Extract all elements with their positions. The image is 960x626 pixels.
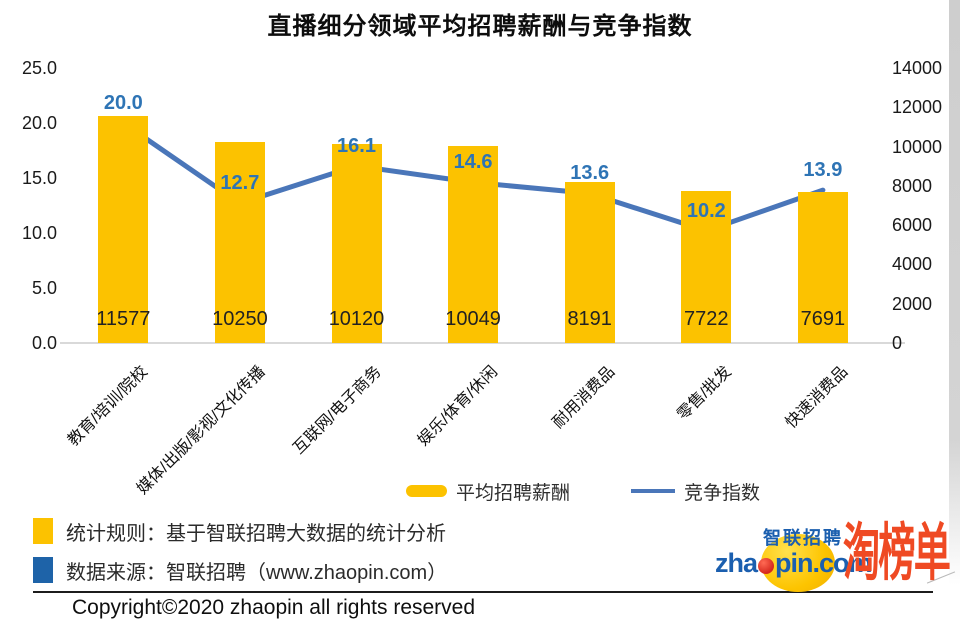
- copyright-text: Copyright©2020 zhaopin all rights reserv…: [72, 596, 476, 619]
- right-axis-tick: 8000: [892, 175, 933, 196]
- zhaopin-red-dot-icon: [758, 557, 775, 574]
- bar: [331, 144, 382, 343]
- taobangdan-logo: 淘榜单: [843, 519, 951, 588]
- bar: [681, 191, 732, 343]
- x-axis-baseline: [60, 342, 905, 344]
- line-value-label: 20.0: [103, 92, 143, 114]
- right-axis-tick: 4000: [892, 254, 933, 275]
- category-label: 互联网/电子商务: [290, 363, 385, 458]
- right-axis-tick: 10000: [892, 136, 943, 157]
- zhaopin-logo-domain: zha pin.com: [715, 548, 873, 579]
- legend: 平均招聘薪酬 竞争指数: [0, 477, 960, 505]
- legend-item-index: 竞争指数: [631, 477, 760, 505]
- legend-line-label: 竞争指数: [684, 482, 761, 504]
- bar: [98, 115, 149, 343]
- line-value-label: 10.2: [686, 199, 726, 222]
- footer-divider: [33, 591, 933, 593]
- bar-value-label: 7722: [684, 308, 729, 330]
- chart-title: 直播细分领域平均招聘薪酬与竞争指数: [267, 13, 693, 40]
- category-label: 快速消费品: [782, 363, 852, 432]
- category-label: 零售/批发: [674, 363, 735, 424]
- line-value-label: 16.1: [337, 134, 376, 157]
- legend-bar-swatch: [406, 485, 447, 497]
- screenshot-edge-shadow: [949, 0, 960, 585]
- right-axis-tick: 14000: [892, 58, 943, 78]
- category-label: 耐用消费品: [549, 363, 618, 432]
- right-axis-tick: 12000: [892, 97, 943, 118]
- bar-value-label: 10120: [328, 308, 385, 330]
- legend-line-swatch: [631, 489, 675, 493]
- bar: [564, 182, 615, 343]
- footnote-blue-swatch: [33, 557, 53, 583]
- left-axis-tick: 5.0: [31, 278, 57, 298]
- bar-value-label: 11577: [96, 308, 151, 330]
- footnote-statistics-text: 统计规则：基于智联招聘大数据的统计分析: [66, 522, 446, 545]
- category-label: 娱乐/体育/休闲: [415, 363, 502, 450]
- right-axis-tick: 0: [892, 333, 903, 353]
- line-value-label: 13.9: [803, 159, 843, 182]
- left-axis-tick: 10.0: [21, 223, 57, 243]
- bar-value-label: 10250: [212, 308, 268, 330]
- right-axis-tick: 2000: [892, 293, 933, 314]
- line-value-label: 14.6: [453, 151, 493, 174]
- legend-bar-label: 平均招聘薪酬: [456, 482, 571, 504]
- bar-value-label: 10049: [445, 308, 501, 330]
- zhaopin-logo-cn-text: 智联招聘: [763, 528, 843, 548]
- bar-value-label: 8191: [567, 308, 612, 330]
- category-label: 教育/培训/院校: [65, 363, 152, 450]
- left-axis-tick: 20.0: [21, 113, 57, 133]
- footnote-yellow-swatch: [33, 518, 53, 544]
- line-value-label: 13.6: [570, 162, 610, 185]
- footnote-source: 数据来源：智联招聘（www.zhaopin.com）: [33, 556, 447, 584]
- plot-area: 25.0 20.0 15.0 10.0 5.0 0.0 14000 12000 10000 800…: [21, 58, 943, 498]
- bar: [448, 145, 499, 343]
- footnote-statistics: 统计规则：基于智联招聘大数据的统计分析: [33, 517, 446, 545]
- line-value-label: 12.7: [220, 172, 260, 195]
- left-axis-tick: 25.0: [21, 58, 57, 78]
- zhaopin-domain-post: pin.com: [775, 548, 873, 578]
- bar-value-label: 7691: [800, 308, 846, 330]
- legend-item-salary: 平均招聘薪酬: [406, 477, 570, 505]
- bar: [797, 191, 848, 343]
- left-axis-tick: 0.0: [31, 333, 57, 353]
- footnote-source-text: 数据来源：智联招聘（www.zhaopin.com）: [66, 561, 448, 584]
- bar: [214, 141, 265, 343]
- right-axis-tick: 6000: [892, 215, 933, 236]
- zhaopin-logo: 智联招聘 zha pin.com: [715, 524, 873, 596]
- zhaopin-domain-pre: zha: [715, 548, 758, 578]
- left-axis-tick: 15.0: [21, 168, 57, 188]
